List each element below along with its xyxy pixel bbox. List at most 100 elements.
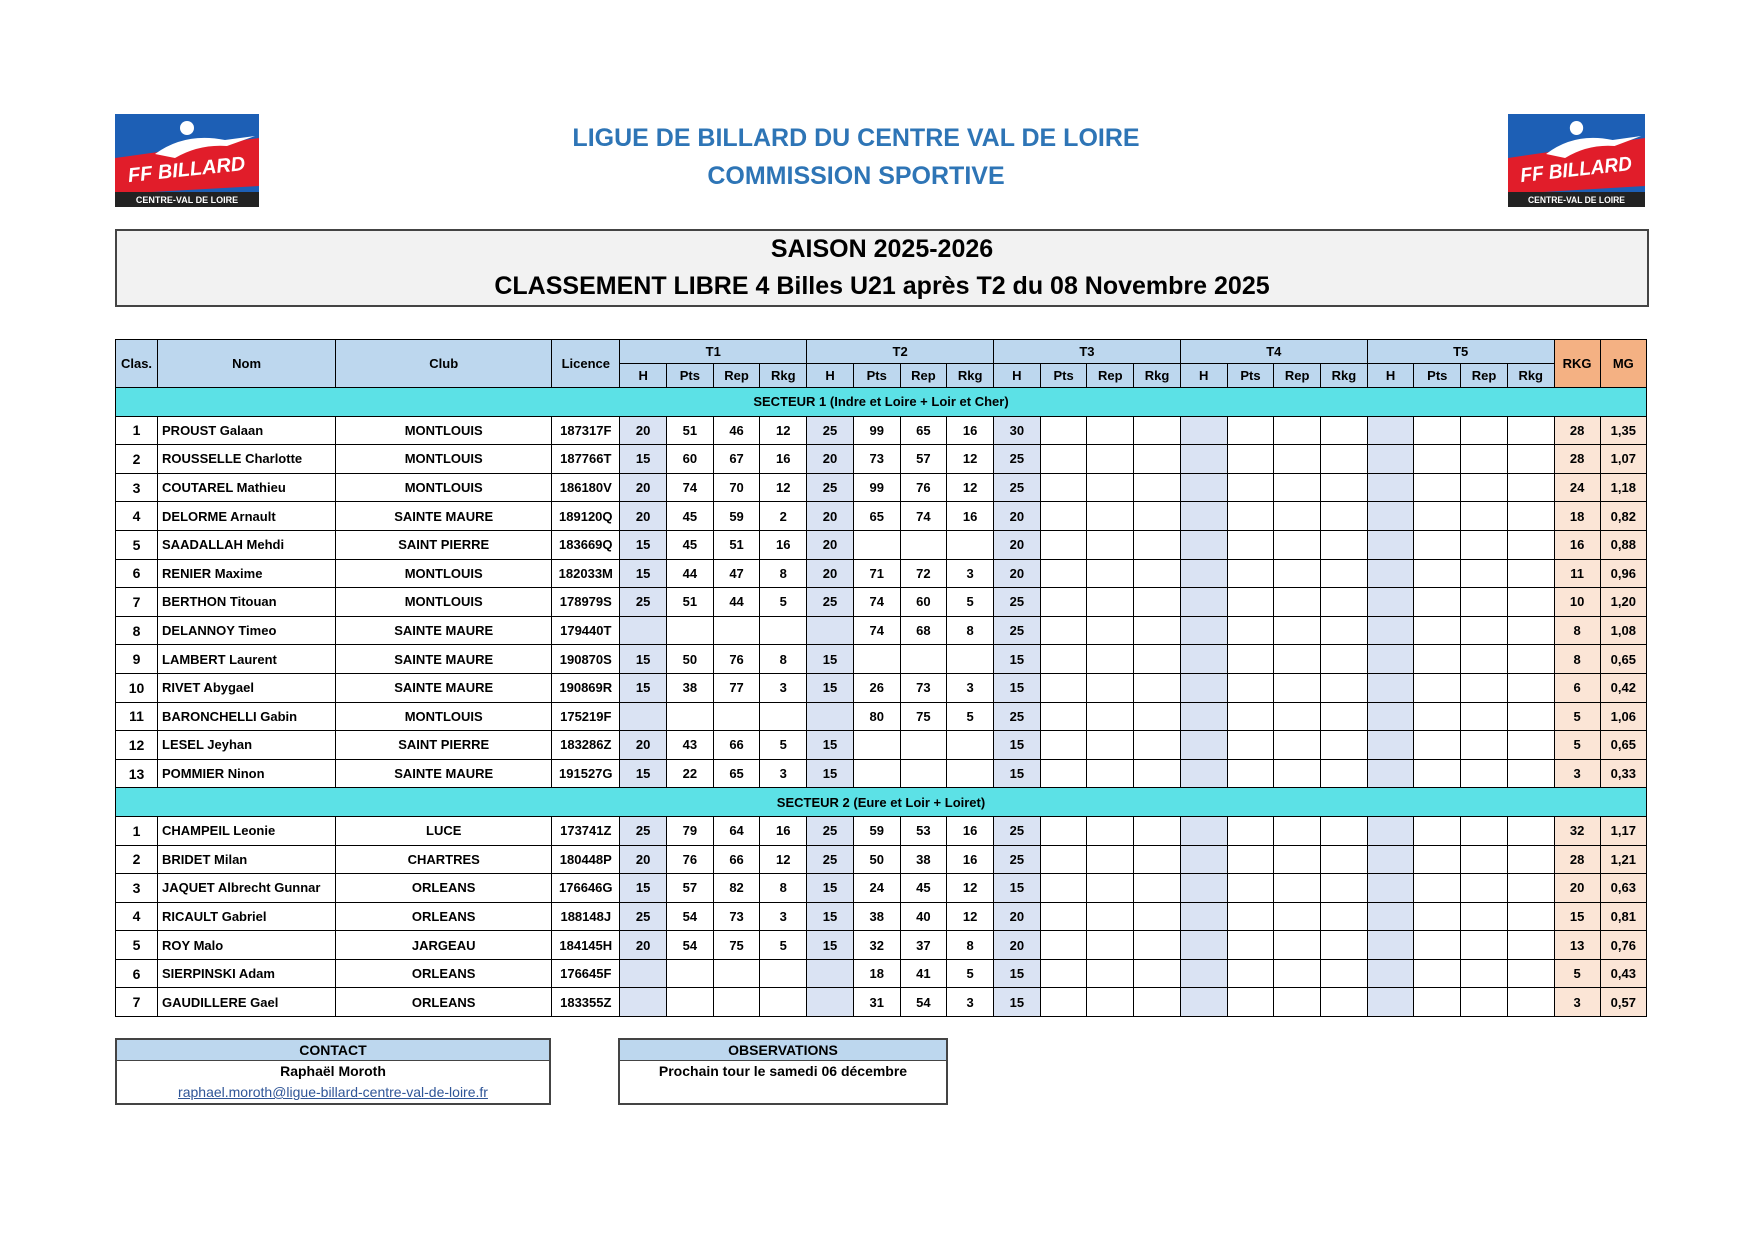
- mg: 1,20: [1599, 587, 1648, 617]
- score: 20: [806, 501, 854, 531]
- score: 3: [946, 672, 995, 703]
- rank: 2: [114, 844, 159, 875]
- rank: 9: [114, 644, 159, 674]
- empty-cell: [666, 987, 714, 1018]
- empty-cell: [1133, 415, 1181, 446]
- subcolumn-header: Pts: [1226, 363, 1275, 388]
- score: 24: [852, 873, 901, 903]
- observations-title: OBSERVATIONS: [620, 1040, 946, 1061]
- empty-cell: [1226, 615, 1275, 646]
- empty-cell: [899, 730, 948, 760]
- score: 20: [619, 730, 667, 760]
- mg: 0,43: [1599, 958, 1648, 989]
- rank: 7: [114, 987, 159, 1018]
- player-row: 11 BARONCHELLI Gabin MONTLOUIS 175219F 80 75 5…: [114, 701, 1648, 732]
- empty-cell: [1460, 501, 1508, 531]
- licence: 183286Z: [551, 730, 621, 760]
- score: 82: [712, 873, 761, 903]
- empty-cell: [1319, 815, 1368, 846]
- empty-cell: [1226, 587, 1275, 617]
- rank: 11: [114, 701, 159, 732]
- logo-foot: [1508, 192, 1645, 207]
- score: 74: [852, 587, 901, 617]
- score: 5: [759, 730, 808, 760]
- empty-cell: [1366, 472, 1415, 503]
- empty-cell: [1413, 758, 1462, 789]
- club: SAINT PIERRE: [335, 730, 553, 760]
- score: 20: [993, 901, 1041, 932]
- contact-email[interactable]: raphael.moroth@ligue-billard-centre-val-…: [178, 1084, 488, 1100]
- score: 53: [899, 815, 948, 846]
- score: 20: [806, 558, 854, 589]
- mg: 0,81: [1599, 901, 1648, 932]
- score: 31: [852, 987, 901, 1018]
- club: ORLEANS: [335, 958, 553, 989]
- empty-cell: [1413, 958, 1462, 989]
- player-name: COUTAREL Mathieu: [157, 472, 337, 503]
- score: 51: [666, 415, 714, 446]
- empty-cell: [1460, 901, 1508, 932]
- score: 16: [759, 529, 808, 560]
- club: JARGEAU: [335, 930, 553, 960]
- rkg: 8: [1553, 644, 1601, 674]
- score: 15: [619, 529, 667, 560]
- player-name: BRIDET Milan: [157, 844, 337, 875]
- empty-cell: [1366, 815, 1415, 846]
- score: 60: [899, 587, 948, 617]
- empty-cell: [1226, 758, 1275, 789]
- logo-region: CENTRE-VAL DE LOIRE: [1528, 195, 1625, 205]
- empty-cell: [1179, 558, 1228, 589]
- empty-cell: [852, 758, 901, 789]
- empty-cell: [1133, 558, 1181, 589]
- subcolumn-header: Pts: [1039, 363, 1088, 388]
- empty-cell: [1039, 529, 1088, 560]
- licence: 188148J: [551, 901, 621, 932]
- score: 15: [806, 901, 854, 932]
- empty-cell: [1179, 873, 1228, 903]
- rkg: 5: [1553, 701, 1601, 732]
- section-title: SECTEUR 2 (Eure et Loir + Loiret): [115, 787, 1647, 817]
- empty-cell: [1086, 501, 1135, 531]
- empty-cell: [1413, 930, 1462, 960]
- rkg: 5: [1553, 958, 1601, 989]
- empty-cell: [666, 615, 714, 646]
- empty-cell: [1133, 987, 1181, 1018]
- score: 8: [946, 615, 995, 646]
- empty-cell: [1506, 501, 1555, 531]
- empty-cell: [1366, 644, 1415, 674]
- empty-cell: [1179, 672, 1228, 703]
- score: 20: [806, 444, 854, 474]
- subcolumn-header: H: [1179, 363, 1228, 388]
- empty-cell: [946, 758, 995, 789]
- score: 20: [993, 501, 1041, 531]
- score: 54: [666, 930, 714, 960]
- logo-head: [180, 121, 194, 135]
- score: 15: [806, 873, 854, 903]
- empty-cell: [1506, 587, 1555, 617]
- empty-cell: [1039, 444, 1088, 474]
- empty-cell: [1506, 930, 1555, 960]
- empty-cell: [852, 529, 901, 560]
- subcolumn-header: H: [619, 363, 667, 388]
- empty-cell: [1319, 987, 1368, 1018]
- empty-cell: [1506, 844, 1555, 875]
- empty-cell: [1226, 558, 1275, 589]
- ranking-title: CLASSEMENT LIBRE 4 Billes U21 après T2 d…: [494, 272, 1270, 300]
- empty-cell: [1226, 901, 1275, 932]
- total-header: MG: [1599, 339, 1648, 388]
- rank: 3: [114, 472, 159, 503]
- empty-cell: [1133, 730, 1181, 760]
- empty-cell: [1086, 701, 1135, 732]
- empty-cell: [1506, 701, 1555, 732]
- score: 20: [993, 558, 1041, 589]
- empty-cell: [1460, 587, 1508, 617]
- empty-cell: [1226, 815, 1275, 846]
- score: 15: [619, 672, 667, 703]
- empty-cell: [1226, 873, 1275, 903]
- empty-cell: [1226, 701, 1275, 732]
- score: 75: [712, 930, 761, 960]
- empty-cell: [1086, 558, 1135, 589]
- empty-cell: [1413, 815, 1462, 846]
- rank: 6: [114, 958, 159, 989]
